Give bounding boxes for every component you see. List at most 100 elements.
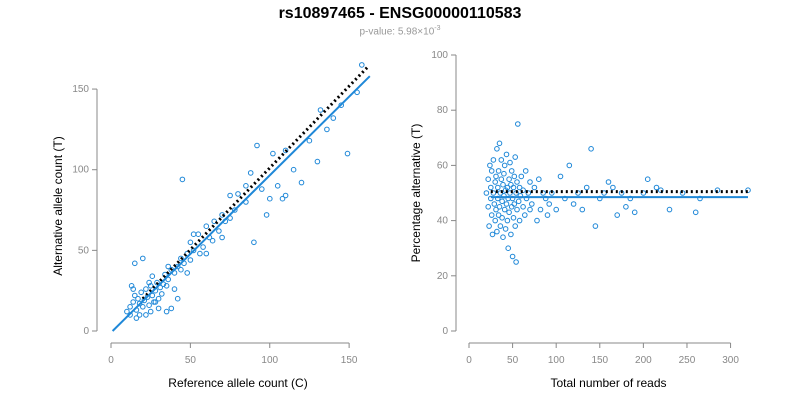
right-data-point [513,259,519,265]
left-data-point [165,263,171,270]
right-data-point [653,184,660,191]
left-data-point [147,283,154,289]
left-solid-line [111,75,371,332]
right-data-point [514,206,520,213]
right-data-point [493,173,499,180]
right-y-axis-title: Percentage alternative (T) [409,124,423,263]
left-data-point [155,295,162,302]
left-data-point [243,183,249,189]
left-data-point [306,137,313,144]
left-data-point [132,292,138,299]
left-x-tick-label: 100 [261,355,278,366]
left-data-point [174,295,181,302]
right-data-point [492,217,499,224]
right-data-point [506,176,512,182]
left-data-point [232,207,238,213]
right-data-point [487,162,493,169]
right-data-point [494,146,500,152]
right-y-tick-label: 20 [437,271,449,282]
right-data-point [515,198,522,205]
right-x-tick-label: 50 [507,355,519,366]
right-data-point [491,201,498,207]
right-data-point [509,253,516,260]
right-data-point [492,179,499,185]
left-data-point [359,62,365,68]
left-y-tick-label: 0 [83,326,89,337]
right-data-point [575,190,581,196]
left-x-tick-label: 150 [341,355,358,366]
right-data-point [490,157,497,163]
right-data-point [493,206,499,213]
right-data-point [544,212,551,218]
right-y-tick-label: 40 [437,216,449,227]
right-data-point [489,231,496,238]
right-data-point [522,168,529,174]
right-data-point [500,234,506,240]
left-x-axis-title: Reference allele count (C) [168,376,307,390]
right-y-tick-label: 100 [431,50,448,61]
page-subtitle: p-value: 5.98×10-3 [0,25,800,37]
right-data-point [527,179,533,185]
right-panel: 0 50 100 150 200 250 300 0 20 40 60 80 100 Total numb… [409,50,751,390]
left-data-point [227,192,233,199]
left-data-point [127,304,133,310]
right-data-point [745,187,751,193]
left-data-point [190,231,197,237]
left-data-point [344,150,351,157]
right-data-point [507,159,513,166]
subtitle-exponent: -3 [434,25,441,32]
right-data-point [666,206,673,213]
right-data-point [583,184,590,191]
right-data-point [516,217,523,224]
right-data-point [514,179,520,185]
left-data-point [251,239,257,246]
right-data-point [566,162,573,169]
subtitle-prefix: p-value: 5.98×10 [359,26,435,38]
left-data-point [163,283,170,289]
right-data-point [511,173,518,180]
right-data-point [536,176,542,182]
left-data-point [279,195,286,202]
right-data-point [529,201,535,207]
left-y-tick-label: 150 [72,84,89,95]
left-data-point [282,147,289,154]
left-data-point [203,223,210,229]
left-data-point [130,299,136,305]
left-data-point [317,107,324,113]
right-data-point [501,170,507,177]
left-data-point [324,126,330,133]
right-data-point [501,162,508,169]
right-data-point [486,223,492,229]
right-data-point [512,223,519,229]
left-data-point [235,191,241,197]
left-data-point [274,183,281,189]
left-data-point [155,305,162,312]
right-data-point [557,173,564,180]
right-data-point [527,206,533,213]
left-data-point [152,299,159,305]
right-data-point [496,204,503,210]
right-data-point [500,181,506,188]
right-x-tick-label: 150 [591,355,608,366]
right-data-point [516,184,523,191]
left-data-point [330,115,337,121]
left-data-point [132,260,138,267]
right-x-tick-label: 0 [466,355,472,366]
right-data-point [518,173,525,180]
right-data-point [488,212,495,218]
left-data-point [143,286,149,292]
left-data-point [209,237,216,244]
left-data-point [314,158,321,165]
left-data-point [138,289,144,296]
left-data-point [219,234,225,241]
left-y-axis-title: Alternative allele count (T) [51,136,65,275]
right-data-point [546,201,553,207]
right-data-point [501,206,508,213]
left-data-point [179,176,186,183]
right-data-point [495,184,501,191]
right-data-point [503,201,510,207]
right-data-point [498,176,505,182]
right-data-point [488,168,495,174]
left-data-point [184,270,190,276]
